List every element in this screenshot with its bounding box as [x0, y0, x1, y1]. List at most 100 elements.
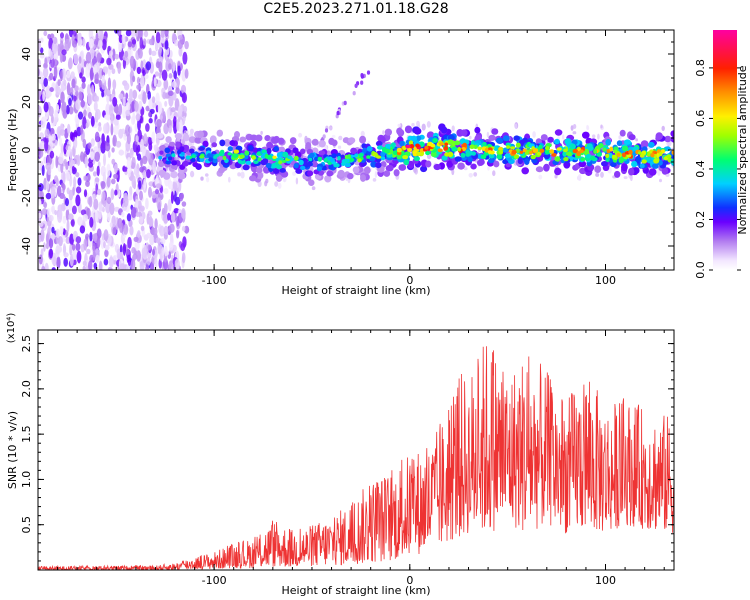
ridge-blob: [264, 135, 271, 142]
ridge-blob: [519, 150, 524, 154]
ridge-blob: [191, 154, 196, 158]
ridge-blob: [287, 155, 293, 160]
ridge-blob: [613, 149, 618, 153]
noise-blob: [55, 155, 59, 169]
ridge-blob: [609, 146, 614, 152]
noise-blob: [48, 214, 54, 222]
ridge-blob: [460, 152, 466, 158]
colorbar-tick-label: 0.6: [694, 110, 707, 128]
noise-blob: [80, 151, 84, 162]
ridge-blob: [509, 146, 516, 150]
colorbar-tick-label: 0.2: [694, 211, 707, 229]
noise-blob: [103, 123, 108, 134]
noise-blob: [93, 95, 99, 102]
faint-blob: [421, 123, 426, 131]
heatmap-xtick-label: 0: [406, 274, 413, 287]
noise-blob: [68, 189, 74, 201]
ridge-blob: [347, 137, 356, 144]
ridge-blob: [565, 151, 572, 157]
ridge-blob: [194, 136, 202, 144]
ridge-blob: [439, 142, 444, 146]
noise-blob: [65, 198, 69, 207]
ridge-blob: [302, 160, 308, 166]
ridge-blob: [211, 142, 218, 148]
ridge-blob: [578, 160, 587, 168]
ridge-blob: [227, 146, 233, 152]
faint-blob: [411, 122, 415, 127]
noise-blob: [148, 111, 152, 118]
noise-blob: [43, 30, 48, 37]
noise-blob: [127, 236, 132, 249]
noise-blob: [143, 178, 147, 191]
noise-blob: [89, 231, 93, 242]
noise-blob: [135, 199, 139, 208]
faint-blob: [205, 173, 209, 177]
ridge-blob: [547, 136, 554, 143]
ridge-blob: [663, 159, 669, 165]
noise-blob: [180, 243, 186, 252]
noise-blob: [104, 249, 109, 258]
noise-blob: [73, 176, 77, 188]
noise-blob: [118, 43, 123, 53]
noise-blob: [40, 248, 44, 257]
ridge-blob: [493, 145, 499, 151]
noise-blob: [38, 254, 43, 265]
noise-blob: [43, 101, 49, 113]
faint-blob: [237, 172, 242, 177]
noise-blob: [173, 70, 177, 80]
noise-blob: [135, 135, 139, 143]
noise-blob: [148, 186, 152, 198]
faint-blob: [659, 178, 662, 183]
ridge-blob: [454, 140, 461, 146]
ridge-blob: [605, 153, 610, 158]
heatmap-x-axis-label: Height of straight line (km): [281, 284, 430, 297]
ridge-blob: [621, 152, 627, 158]
ridge-blob: [403, 159, 410, 166]
ridge-blob: [639, 163, 645, 169]
colorbar-gradient: [713, 30, 737, 270]
faint-blob: [372, 178, 377, 182]
ridge-blob: [295, 168, 303, 174]
ridge-blob: [670, 130, 674, 137]
noise-blob: [93, 262, 98, 270]
noise-blob: [43, 77, 48, 87]
ridge-blob: [326, 170, 334, 177]
ridge-blob: [554, 167, 562, 176]
noise-blob: [101, 90, 105, 98]
ridge-blob: [272, 155, 277, 159]
noise-blob: [97, 39, 103, 49]
noise-blob: [96, 165, 100, 177]
ridge-blob: [222, 155, 227, 161]
ridge-blob: [281, 159, 287, 163]
ridge-blob: [521, 167, 529, 175]
noise-blob: [140, 60, 144, 70]
noise-blob: [66, 70, 71, 79]
noise-blob: [89, 151, 95, 161]
noise-blob: [162, 111, 166, 122]
noise-blob: [173, 116, 177, 127]
noise-blob: [113, 163, 118, 174]
ridge-blob: [185, 155, 191, 160]
heatmap-ytick-label: 40: [20, 47, 33, 61]
noise-blob: [154, 256, 158, 269]
colorbar-label: Normalized spectral amplitude: [736, 65, 749, 234]
noise-blob: [64, 38, 70, 52]
noise-blob: [168, 241, 174, 251]
noise-blob: [163, 188, 169, 195]
noise-blob: [59, 69, 63, 82]
noise-blob: [49, 248, 53, 259]
noise-blob: [63, 257, 68, 267]
ridge-blob: [425, 150, 431, 156]
ridge-blob: [396, 127, 403, 135]
noise-blob: [89, 67, 94, 81]
noise-blob: [45, 242, 50, 250]
ridge-blob: [309, 152, 315, 158]
ridge-blob: [393, 169, 400, 177]
noise-blob: [94, 210, 99, 222]
ridge-blob: [441, 126, 448, 134]
noise-blob: [93, 198, 99, 210]
streak-blob: [336, 110, 340, 116]
ridge-blob: [430, 151, 437, 158]
noise-blob: [172, 92, 177, 101]
noise-blob: [164, 245, 168, 257]
